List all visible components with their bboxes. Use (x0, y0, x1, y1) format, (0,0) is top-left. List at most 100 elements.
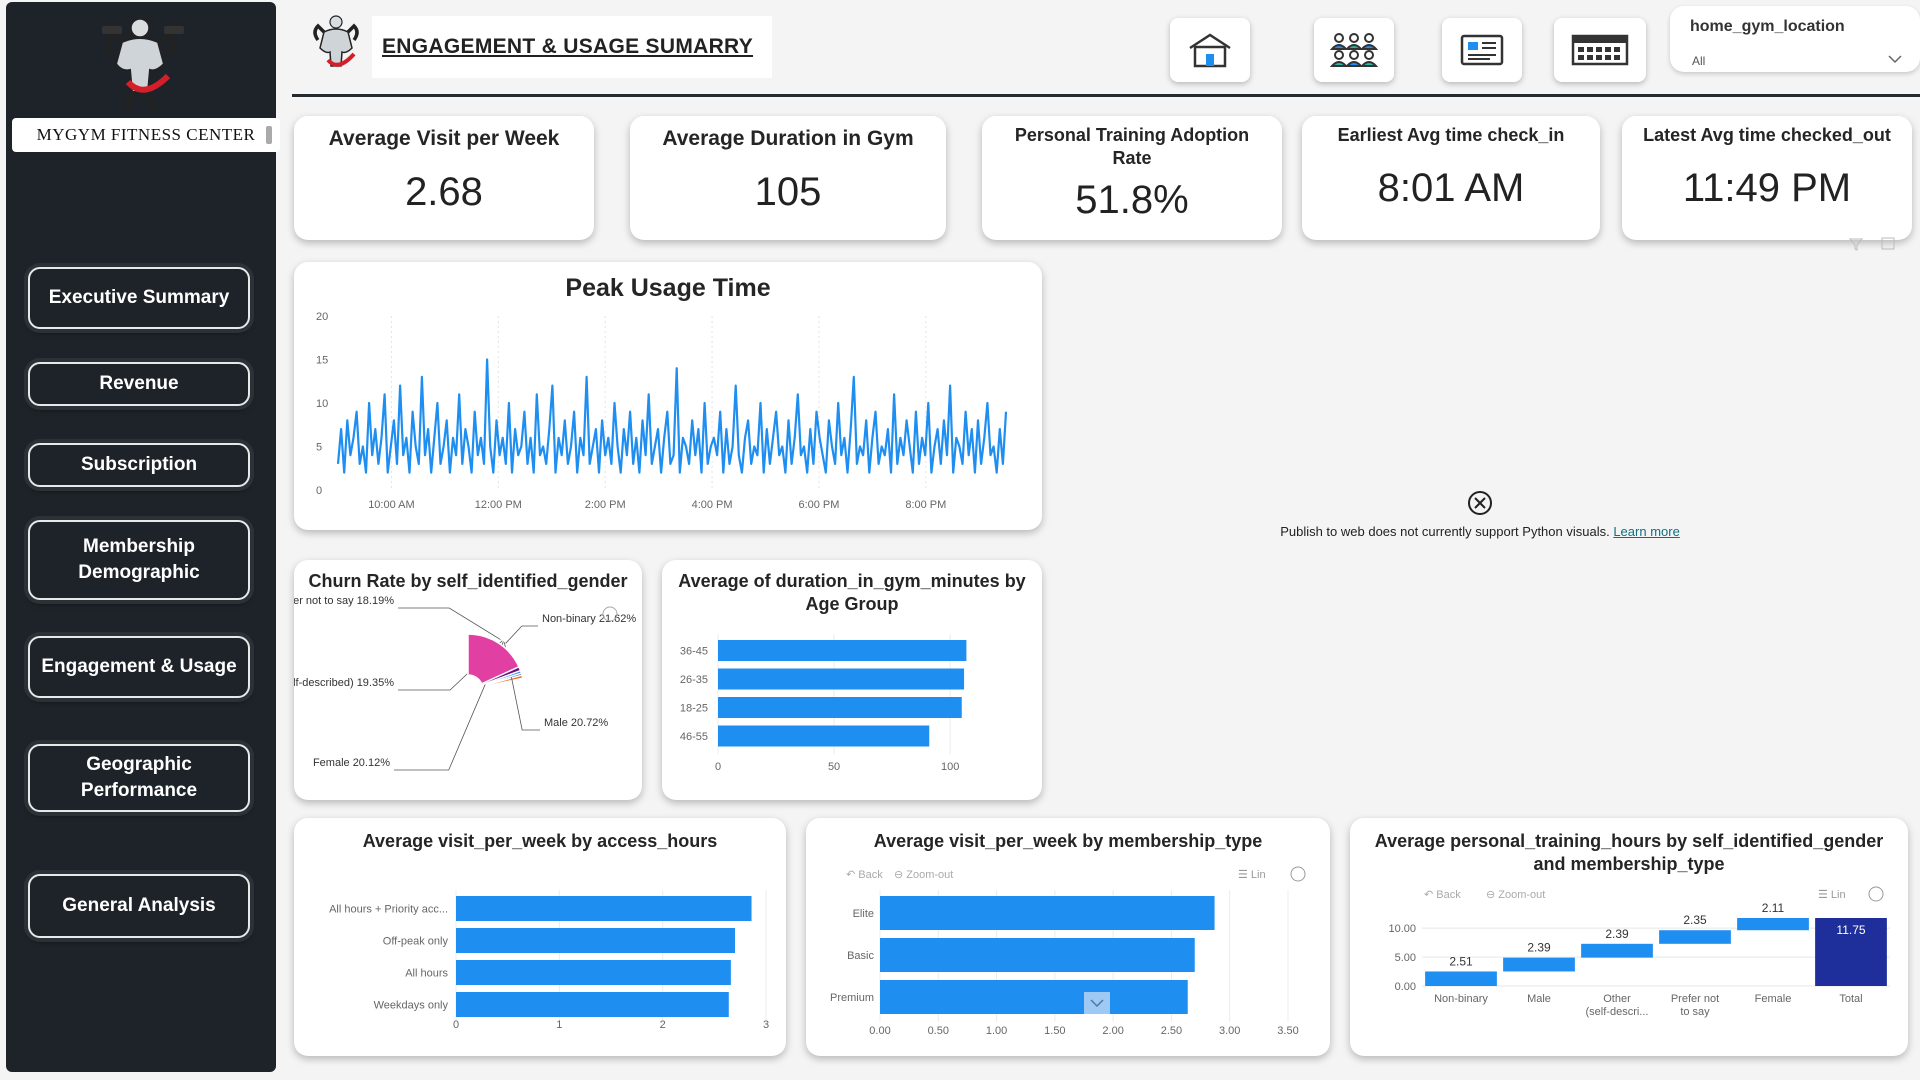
kpi-title: Personal Training Adoption Rate (1014, 125, 1250, 168)
x-tick-label: 100 (941, 761, 959, 773)
help-icon[interactable] (1868, 886, 1884, 902)
linear-toggle[interactable]: ☰ Lin (1818, 889, 1846, 901)
x-tick-label: 6:00 PM (798, 499, 839, 511)
data-label: 2.39 (1527, 941, 1551, 955)
nav-label: General Analysis (62, 895, 216, 917)
chevron-down-icon[interactable] (1888, 54, 1902, 64)
brand-name: MYGYM FITNESS CENTER (12, 118, 280, 152)
nav-geographic-performance[interactable]: Geographic Performance (28, 744, 250, 812)
gym-logo-icon (313, 15, 359, 67)
notice-text: Publish to web does not currently suppor… (1280, 524, 1610, 539)
x-tick-label: 2.50 (1161, 1025, 1182, 1037)
nav-label: Revenue (99, 373, 179, 395)
x-tick-label: 2.00 (1102, 1025, 1123, 1037)
chart-title: Average visit_per_week by membership_typ… (873, 831, 1263, 851)
nav-membership-demographic[interactable]: Membership Demographic (28, 520, 250, 600)
linear-toggle[interactable]: ☰ Lin (1238, 869, 1266, 881)
category-label: Premium (830, 992, 874, 1004)
kpi-card-pt-adoption: Personal Training Adoption Rate 51.8% (982, 116, 1282, 240)
zoom-out-button[interactable]: ⊖ Zoom-out (894, 869, 953, 881)
waterfall-bar[interactable] (1659, 930, 1731, 944)
y-tick-label: 10 (316, 398, 328, 410)
bar[interactable] (456, 896, 752, 921)
x-tick-label: 1.00 (986, 1025, 1007, 1037)
bar[interactable] (718, 725, 930, 747)
x-tick-label: 1 (556, 1019, 562, 1031)
chevron-down-icon[interactable] (1090, 999, 1104, 1008)
bar[interactable] (880, 896, 1215, 930)
x-tick-label: 1.50 (1044, 1025, 1065, 1037)
y-tick-label: 5.00 (1395, 952, 1416, 964)
page-title: ENGAGEMENT & USAGE SUMARRY (382, 35, 754, 58)
nav-revenue[interactable]: Revenue (28, 362, 250, 406)
slice-label: Non-binary 21.62% (542, 613, 636, 625)
category-label: Total (1839, 993, 1862, 1005)
slicer-title: home_gym_location (1690, 18, 1845, 35)
chart-title: Churn Rate by self_identified_gender (308, 571, 628, 591)
y-tick-label: 10.00 (1388, 923, 1416, 935)
learn-more-link[interactable]: Learn more (1613, 524, 1680, 539)
calendar-button[interactable] (1554, 18, 1646, 82)
leader-line (398, 607, 501, 640)
kpi-value: 11:49 PM (1682, 166, 1852, 210)
y-tick-label: 0 (316, 485, 322, 497)
bar[interactable] (718, 697, 962, 718)
waterfall-bar[interactable] (1737, 918, 1809, 931)
pie-slice[interactable] (467, 633, 520, 685)
calendar-icon (1571, 34, 1629, 66)
category-label: Off-peak only (383, 936, 449, 948)
back-button[interactable]: ↶ Back (1424, 889, 1461, 901)
x-tick-label: 3.50 (1277, 1025, 1298, 1037)
bar[interactable] (880, 938, 1195, 972)
demographic-button[interactable] (1314, 18, 1394, 82)
focus-mode-icon[interactable] (1881, 237, 1895, 250)
x-tick-label: 0.00 (869, 1025, 890, 1037)
category-label: Male (1527, 993, 1551, 1005)
visual-header-icons (1848, 237, 1895, 251)
nav-general-analysis[interactable]: General Analysis (28, 874, 250, 938)
bar[interactable] (456, 928, 735, 953)
help-icon[interactable] (602, 606, 618, 622)
nav-engagement-usage[interactable]: Engagement & Usage (28, 636, 250, 698)
kpi-card-avg-duration: Average Duration in Gym 105 (630, 116, 946, 240)
report-button[interactable] (1442, 18, 1522, 82)
help-icon[interactable] (1290, 866, 1306, 882)
pt-hours-waterfall-chart: 0.00 5.00 10.00 2.51 Non-binary 2.39 Male 2.39 O… (1388, 886, 1890, 1018)
x-tick-label: 12:00 PM (475, 499, 522, 511)
waterfall-bar[interactable] (1503, 957, 1575, 972)
filter-icon[interactable] (1848, 238, 1864, 251)
chart-title: Average of duration_in_gym_minutes by Ag… (678, 571, 1026, 615)
bar[interactable] (880, 980, 1188, 1014)
y-tick-label: 5 (316, 442, 322, 454)
kpi-title: Earliest Avg time check_in (1337, 125, 1565, 145)
membership-type-chart: 0.00 0.50 1.00 1.50 2.00 2.50 3.00 3.50 Elite Bas… (830, 866, 1306, 1037)
x-tick-label: 3 (763, 1019, 769, 1031)
age-duration-card: Average of duration_in_gym_minutes by Ag… (662, 560, 1042, 800)
zoom-out-button[interactable]: ⊖ Zoom-out (1486, 889, 1545, 901)
waterfall-bar[interactable] (1425, 971, 1497, 986)
kpi-value: 2.68 (405, 170, 483, 214)
bar[interactable] (718, 640, 967, 661)
data-label: 2.35 (1683, 913, 1707, 927)
bar[interactable] (456, 960, 731, 985)
bar[interactable] (456, 992, 729, 1017)
x-tick-label: 2 (660, 1019, 666, 1031)
category-label: Female (1755, 993, 1792, 1005)
home-button[interactable] (1170, 18, 1250, 82)
nav-subscription[interactable]: Subscription (28, 443, 250, 487)
peak-usage-chart: 0 5 10 15 20 10:00 AM 12:00 PM 2:00 PM 4:00 PM 6:… (316, 311, 1008, 511)
churn-pie-card: Churn Rate by self_identified_gender Non… (294, 560, 642, 800)
churn-pie-chart: Non-binary 21.62% Male 20.72% Female 20.12… (294, 595, 636, 771)
logo-area (6, 2, 276, 114)
drill-indicator[interactable] (1084, 992, 1110, 1014)
category-label: (self-descri... (1586, 1006, 1649, 1018)
kpi-value: 51.8% (1075, 178, 1189, 222)
waterfall-bar[interactable] (1581, 943, 1653, 958)
location-slicer[interactable]: home_gym_location All (1670, 6, 1920, 72)
back-button[interactable]: ↶ Back (846, 869, 883, 881)
waterfall-bar[interactable] (1815, 918, 1887, 986)
y-tick-label: 20 (316, 311, 328, 323)
bar[interactable] (718, 668, 965, 690)
category-label: Prefer not (1671, 993, 1719, 1005)
nav-executive-summary[interactable]: Executive Summary (28, 267, 250, 329)
